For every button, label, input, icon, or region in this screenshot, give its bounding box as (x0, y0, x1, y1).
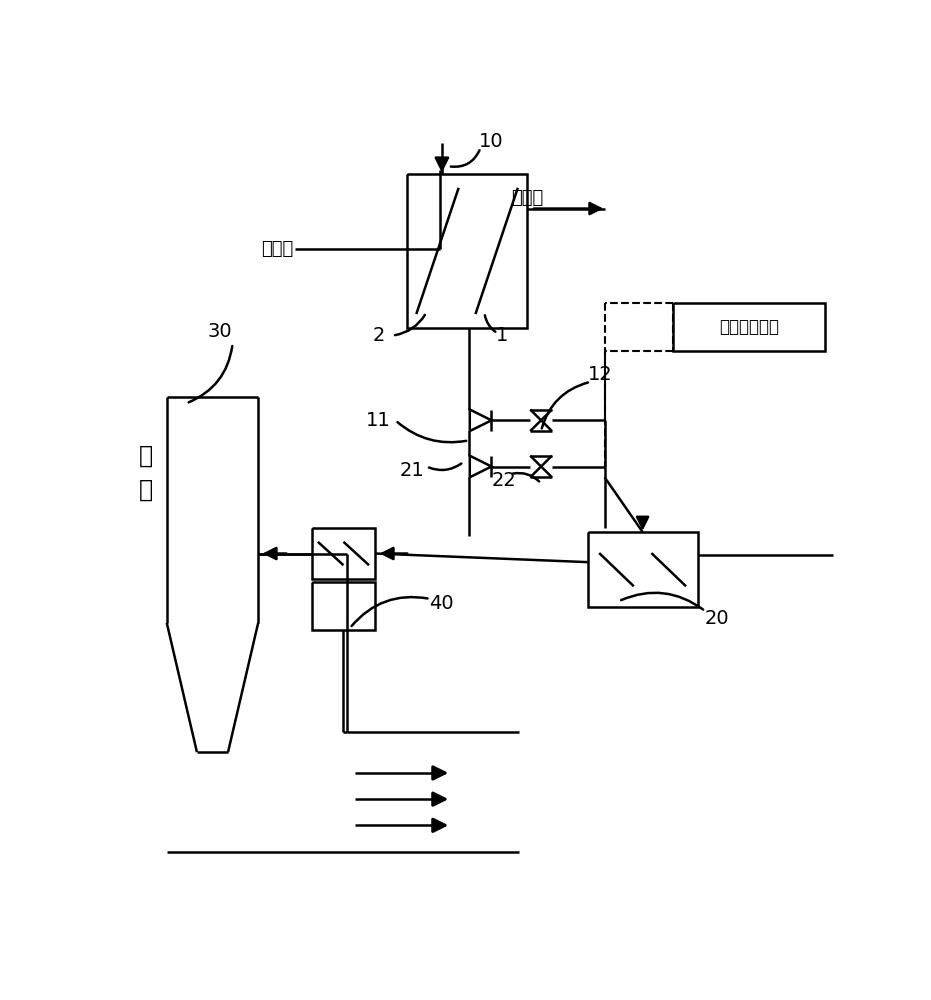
Text: 21: 21 (400, 461, 425, 480)
Text: 10: 10 (479, 132, 503, 151)
Text: 2: 2 (372, 326, 385, 345)
Text: 进汽口: 进汽口 (261, 240, 293, 258)
Text: 30: 30 (207, 322, 232, 341)
Text: 自动控制系统: 自动控制系统 (719, 318, 778, 336)
Text: 20: 20 (705, 609, 729, 628)
Text: 1: 1 (496, 326, 508, 345)
Text: 锅
炉: 锅 炉 (139, 444, 153, 501)
Text: 11: 11 (366, 411, 391, 430)
Text: 12: 12 (587, 365, 613, 384)
Text: 22: 22 (492, 471, 517, 490)
Text: 40: 40 (429, 594, 454, 613)
Text: 排汽口: 排汽口 (512, 189, 544, 207)
